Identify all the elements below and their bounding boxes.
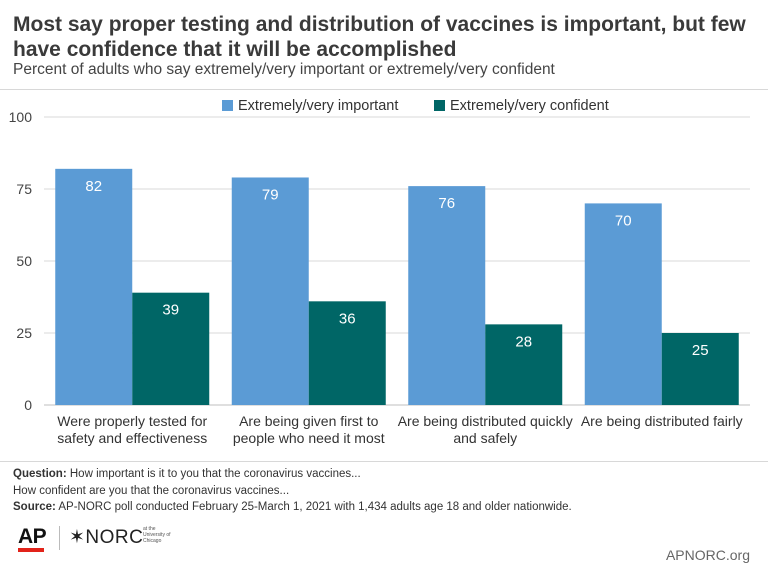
notes-divider xyxy=(0,461,768,462)
legend-swatch xyxy=(434,100,445,111)
y-tick-label: 25 xyxy=(16,325,32,341)
data-label: 76 xyxy=(438,195,455,212)
y-tick-label: 0 xyxy=(24,397,32,413)
y-tick-label: 50 xyxy=(16,253,32,269)
data-label: 79 xyxy=(262,186,279,203)
category-label: Were properly tested for xyxy=(57,413,207,429)
data-label: 28 xyxy=(515,333,532,350)
chart-title: Most say proper testing and distribution… xyxy=(13,13,746,61)
source-label: Source: xyxy=(13,501,56,513)
bar-chart: 0 25 50 75 100 Extremely/very important Extrem… xyxy=(9,98,750,446)
bar xyxy=(55,168,133,405)
category-label: Are being distributed quickly xyxy=(398,413,573,429)
legend-label: Extremely/very confident xyxy=(450,98,609,114)
category-label: people who need it most xyxy=(233,430,385,446)
top-divider xyxy=(0,89,768,90)
bar xyxy=(408,186,486,405)
chart-subtitle: Percent of adults who say extremely/very… xyxy=(13,61,555,78)
data-label: 70 xyxy=(615,212,632,229)
ap-logo: AP xyxy=(18,525,47,548)
y-tick-label: 75 xyxy=(16,181,32,197)
category-label: and safely xyxy=(453,430,517,446)
category-label: Are being given first to xyxy=(239,413,379,429)
bar xyxy=(231,177,309,405)
data-label: 36 xyxy=(339,310,356,327)
legend-label: Extremely/very important xyxy=(238,98,398,114)
norc-logo-subtext: at the University of Chicago xyxy=(143,526,171,544)
data-label: 25 xyxy=(692,342,709,359)
legend-swatch xyxy=(222,100,233,111)
bar xyxy=(661,333,739,405)
notes: Question: How important is it to you tha… xyxy=(13,466,572,516)
bar xyxy=(308,301,386,405)
bar xyxy=(584,203,662,405)
logo-divider xyxy=(59,526,60,550)
question-line-1: How important is it to you that the coro… xyxy=(69,468,361,480)
question-line-2: How confident are you that the coronavir… xyxy=(13,484,290,497)
category-label: safety and effectiveness xyxy=(57,430,207,446)
norc-logo: ✶NORC xyxy=(69,527,144,548)
site-url: APNORC.org xyxy=(665,547,750,563)
bar xyxy=(485,324,563,405)
y-tick-label: 100 xyxy=(9,109,33,125)
source-text: AP-NORC poll conducted February 25-March… xyxy=(58,501,572,513)
data-label: 82 xyxy=(85,178,102,195)
question-label: Question: xyxy=(13,468,67,480)
bar xyxy=(132,292,210,405)
ap-logo-underline xyxy=(18,548,44,552)
data-label: 39 xyxy=(162,302,179,319)
category-label: Are being distributed fairly xyxy=(581,413,743,429)
